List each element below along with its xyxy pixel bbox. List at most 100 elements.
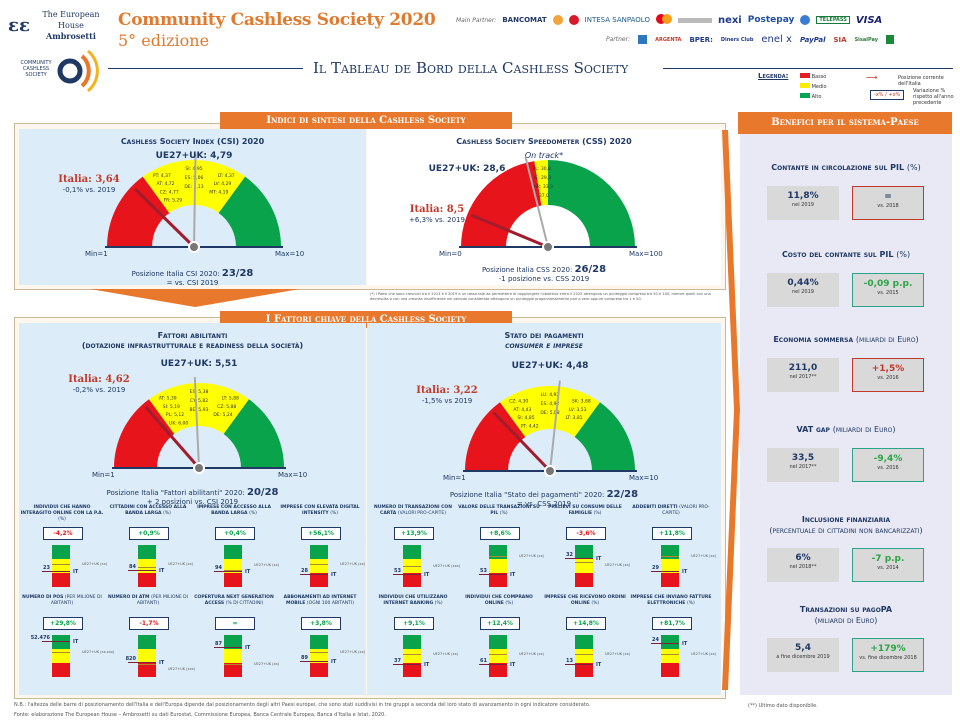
benefit-change: = <box>884 192 892 202</box>
divider <box>108 68 303 69</box>
note-nb: N.B.: l'altezza delle barre di posiziona… <box>14 702 591 708</box>
indicator-unit: (%) <box>591 601 600 606</box>
ccs-logo-text: COMMUNITY CASHLESS SOCIETY <box>20 60 52 78</box>
country-label: AT: 4,43 <box>513 407 531 413</box>
indicator-unit: (per milione di abitanti) <box>50 595 102 606</box>
logo-line-2: Ambrosetti <box>46 30 96 41</box>
bar-segment-low <box>489 663 507 677</box>
indicator-change: +14,8% <box>566 617 606 630</box>
italy-marker-label: IT <box>159 568 165 575</box>
ambrosetti-mark-icon: ɛɛ <box>8 14 30 36</box>
indicator-unit: (valori pro-capite) <box>662 505 710 516</box>
bar-segment-medium <box>489 649 507 663</box>
eu-average-label: UE27+UK: 4,48 <box>511 361 589 371</box>
country-label: CY: 5,82 <box>190 398 208 404</box>
country-label: PT: 4,42 <box>521 423 539 429</box>
gauge-title: Stato dei pagamenti consumer e imprese <box>367 331 721 351</box>
benefit-value-box: 11,8% nel 2019 <box>767 186 839 220</box>
bar-segment-medium <box>224 559 242 573</box>
benefit-change-box: -0,09 p.p. vs. 2015 <box>852 273 924 307</box>
eu-average-label: UE27+UK: 4,79 <box>155 151 233 161</box>
fattori-abilitanti-panel: Fattori abilitanti (dotazione infrastrutt… <box>19 323 366 695</box>
eu-marker-label: UE27+UK (xxx) <box>433 564 461 568</box>
eu-marker-label: UE27+UK (xx) <box>254 563 280 568</box>
benefit-change: -7 p.p. <box>871 554 905 564</box>
bar-segment-medium <box>138 649 156 663</box>
benefit-title-text: Inclusione finanziaria <box>801 515 891 524</box>
eu-marker <box>224 664 242 666</box>
bar-segment-high <box>575 635 593 649</box>
italy-marker <box>393 664 421 666</box>
indicator-unit: (%) <box>330 511 338 516</box>
italy-position-text: Posizione Italia "Stato dei pagamenti" 2… <box>449 491 607 499</box>
needle-pivot <box>193 462 205 474</box>
italy-position: Posizione Italia "Stato dei pagamenti" 2… <box>367 490 721 509</box>
eu-marker-label: UE27+UK (xx) <box>340 649 366 654</box>
indicator-title: Imprese che ricevono ordini online (%) <box>544 595 626 606</box>
partner-logo: enel x <box>761 34 792 45</box>
gauge-segment-medium <box>500 386 600 438</box>
italy-marker-value: 84 <box>129 564 136 571</box>
benefit-value: 0,44% <box>787 278 819 288</box>
benefit-title: Costo del contante sul PIL (%) <box>740 249 952 260</box>
italy-marker <box>300 574 328 576</box>
indicator-bar: UE27+UK (xx) 61 IT <box>479 635 544 677</box>
bar-segment-high <box>661 635 679 649</box>
italy-marker <box>651 571 679 573</box>
benefit-change-box: = vs. 2018 <box>852 186 924 220</box>
eu-marker <box>403 653 421 655</box>
indicator-change: -3,6% <box>566 527 606 540</box>
benefit-title: Contante in circolazione sul PIL (%) <box>740 162 952 173</box>
benefit-value: 6% <box>795 553 811 563</box>
bar-segment-medium <box>403 649 421 663</box>
benefit-title-note: (%) <box>906 163 921 172</box>
bar-segment-low <box>138 663 156 677</box>
indicators-right: Numero di transazioni con carta (valori … <box>370 505 720 685</box>
eu-marker-label: UE27+UK (xx) <box>691 651 717 656</box>
benefit-change-note: vs. fine dicembre 2018 <box>859 655 917 661</box>
italy-marker-label: IT <box>682 641 688 648</box>
italy-marker-value: 89 <box>301 655 308 662</box>
italy-position-text: Posizione Italia "Fattori abilitanti" 20… <box>106 489 248 497</box>
legend-item-high: Alto <box>800 92 827 102</box>
bar-segment-high <box>310 545 328 559</box>
country-label: LT: 3,81 <box>565 415 582 421</box>
benefit-value: 211,0 <box>788 363 818 373</box>
italy-marker-label: IT <box>331 659 337 666</box>
partner-logo: BPER: <box>689 35 713 44</box>
eu-average-label: UE27+UK: 5,51 <box>160 359 238 369</box>
bar-segment-high <box>52 545 70 559</box>
indicator-bar: UE27+UK (xx) 53 IT <box>479 545 544 587</box>
indicator-bar: UE27+UK (xx) 24 IT <box>651 635 716 677</box>
indicators-left: Individui che hanno interagito online co… <box>19 505 366 685</box>
benefit-title: VAT gap (miliardi di Euro) <box>740 424 952 435</box>
indicator-change: +3,8% <box>301 617 341 630</box>
legend-change-label: Variazione % rispetto all'anno precedent… <box>913 88 954 106</box>
indicator-change: +13,9% <box>394 527 434 540</box>
indicator-card: Imprese che inviano fatture elettroniche… <box>628 595 716 685</box>
italy-marker-value: 87 <box>215 640 222 647</box>
benefit-card: VAT gap (miliardi di Euro) 33,5 nel 2017**… <box>740 424 952 482</box>
eu-marker <box>489 653 507 655</box>
italy-marker-label: IT <box>245 569 251 576</box>
benefit-change-note: vs. 2016 <box>877 375 899 381</box>
mastercard-icon <box>655 14 672 26</box>
country-label: FR: 5,29 <box>164 197 183 203</box>
eu-marker-label: UE27+UK (xx) <box>691 553 717 558</box>
side-arrow-icon <box>722 130 740 690</box>
needle-pivot <box>188 241 200 253</box>
indicator-change: -4,2% <box>43 527 83 540</box>
indicator-bar: UE27+UK (xxx) 820 IT <box>126 635 195 677</box>
benefit-value-note: a fine dicembre 2019 <box>776 654 830 660</box>
italy-position-change: = vs. CSI 2019 <box>166 279 219 287</box>
bar-segment-low <box>661 663 679 677</box>
eu-marker <box>661 555 679 557</box>
eu-marker-label: UE27+UK (xx) <box>340 561 366 566</box>
country-label: BE: 5,93 <box>190 407 209 413</box>
italy-position-change: = vs. CSS 2019 <box>516 500 572 508</box>
legend: Legenda: Basso Medio Alto ⟶ Posizione co… <box>758 70 958 106</box>
benefit-value-note: nel 2017** <box>789 374 817 380</box>
indicator-card: Individui che comprano online (%) +12,4% U… <box>456 595 544 685</box>
edition-label: 5° edizione <box>118 31 210 50</box>
benefit-title-note: (%) <box>896 250 911 259</box>
